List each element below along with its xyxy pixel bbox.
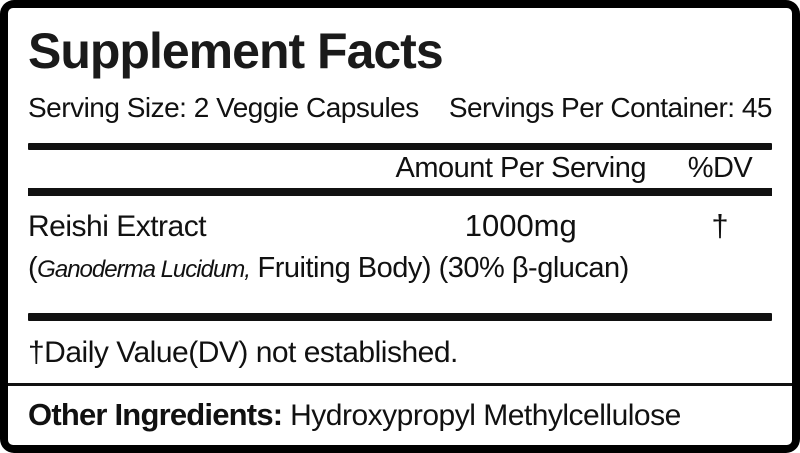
other-ingredients-row: Other Ingredients: Hydroxypropyl Methylc… [28, 386, 772, 436]
divider-thick-header [28, 188, 772, 196]
servings-per-container-text: Servings Per Container: 45 [448, 92, 773, 123]
label-panel: Supplement Facts Serving Size: 2 Veggie … [8, 8, 792, 445]
other-ingredients-label: Other Ingredients: [28, 397, 283, 432]
serving-info-row: Serving Size: 2 Veggie Capsules Servings… [28, 88, 773, 128]
detail-species-name: Ganoderma Lucidum, [37, 256, 251, 283]
serving-size-text: Serving Size: 2 Veggie Capsules [28, 92, 419, 123]
column-header-amount-per-serving: Amount Per Serving [395, 152, 646, 184]
ingredient-name: Reishi Extract [28, 210, 207, 243]
ingredient-dv-dagger: † [711, 208, 729, 243]
ingredient-amount: 1000mg [464, 208, 577, 243]
other-ingredients-value: Hydroxypropyl Methylcellulose [282, 399, 681, 432]
detail-paren-open: ( [28, 252, 38, 284]
label-title: Supplement Facts [28, 23, 444, 79]
divider-thick-top [28, 143, 772, 150]
daily-value-footnote: †Daily Value(DV) not established. [28, 336, 458, 369]
divider-thin [8, 383, 792, 386]
detail-rest-text: Fruiting Body) (30% β-glucan) [249, 252, 630, 284]
ingredient-detail-line: (Ganoderma Lucidum, Fruiting Body) (30% … [28, 246, 772, 292]
facts-table: Amount Per Serving %DV Reishi Extract 10… [28, 150, 772, 292]
column-header-percent-dv: %DV [687, 152, 753, 184]
divider-thick-bottom [28, 313, 772, 321]
